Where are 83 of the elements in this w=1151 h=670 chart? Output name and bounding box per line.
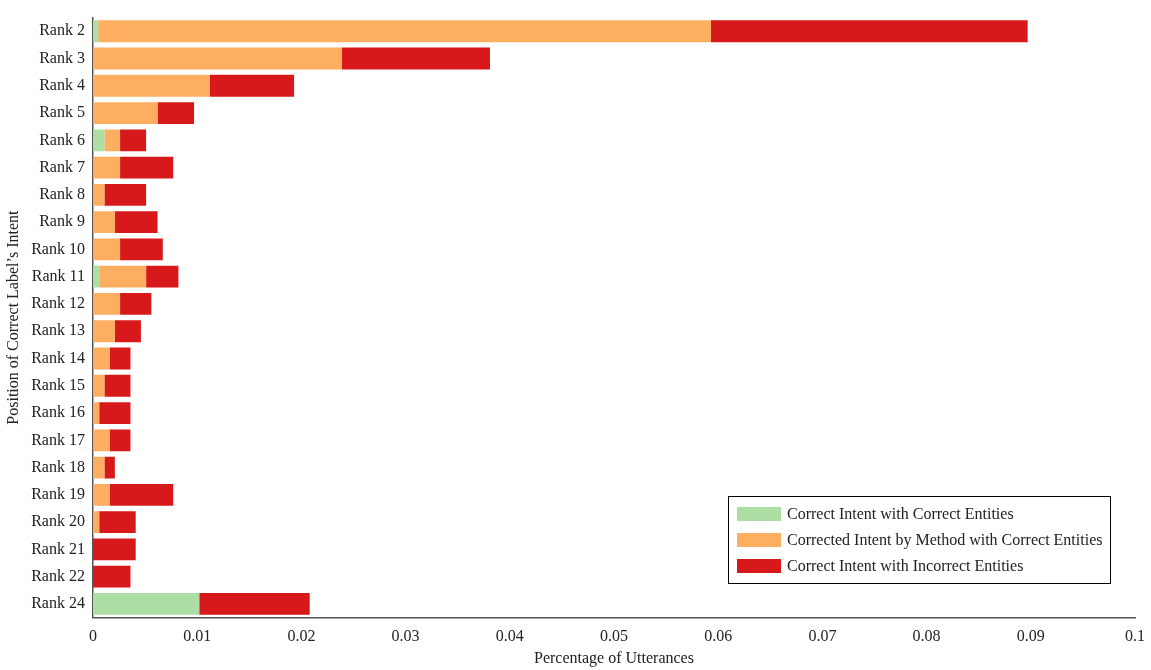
bar — [157, 102, 195, 124]
bar — [92, 20, 99, 43]
y-tick-label: Rank 11 — [31, 266, 85, 284]
x-tick-label: 0.06 — [704, 627, 733, 645]
y-tick-label: Rank 22 — [31, 566, 85, 584]
bar — [109, 429, 131, 452]
bar — [120, 129, 147, 152]
bar — [98, 20, 711, 43]
legend-label: Correct Intent with Incorrect Entities — [787, 556, 1024, 575]
y-tick-label: Rank 2 — [39, 21, 85, 39]
bar — [120, 293, 152, 315]
legend-label: Correct Intent with Correct Entities — [787, 504, 1014, 523]
bar — [99, 265, 147, 288]
x-tick-label: 0.1 — [1125, 627, 1145, 645]
x-tick-label: 0.07 — [808, 627, 837, 645]
bar — [109, 483, 174, 506]
x-tick-label: 0.08 — [912, 627, 941, 645]
y-tick-label: Rank 21 — [31, 539, 85, 557]
y-tick-label: Rank 17 — [31, 430, 85, 448]
y-tick-label: Rank 7 — [39, 157, 85, 175]
bar — [114, 211, 158, 234]
bar — [92, 593, 200, 615]
bar — [92, 429, 110, 452]
y-tick-label: Rank 8 — [39, 185, 85, 203]
y-tick-label: Rank 12 — [31, 294, 85, 312]
y-tick-label: Rank 19 — [31, 485, 85, 503]
bar — [92, 102, 158, 124]
y-tick-label: Rank 4 — [39, 75, 85, 93]
bar — [92, 374, 105, 397]
bar — [710, 20, 1028, 43]
y-tick-label: Rank 10 — [31, 239, 85, 257]
y-tick-label: Rank 6 — [39, 130, 85, 148]
bar — [92, 483, 110, 506]
bar — [146, 265, 179, 288]
bar — [92, 402, 100, 424]
bar — [92, 47, 343, 70]
y-tick-label: Rank 13 — [31, 321, 85, 339]
bar — [92, 538, 136, 561]
bar — [92, 265, 100, 288]
y-tick-label: Rank 14 — [31, 348, 85, 366]
bar — [92, 156, 121, 179]
bar — [92, 74, 210, 97]
y-tick-label: Rank 18 — [31, 457, 85, 475]
y-tick-label: Rank 15 — [31, 375, 85, 393]
bar — [92, 238, 121, 261]
bar — [99, 511, 136, 534]
bar — [92, 511, 100, 534]
bar — [199, 593, 310, 615]
bar — [209, 74, 295, 97]
bar — [104, 374, 131, 397]
bar — [92, 347, 110, 370]
x-tick-label: 0.04 — [495, 627, 524, 645]
y-tick-label: Rank 5 — [39, 103, 85, 121]
y-tick-label: Rank 9 — [39, 212, 85, 230]
bar — [92, 565, 131, 588]
bar — [104, 129, 121, 152]
bar — [92, 211, 115, 234]
x-tick-label: 0.03 — [391, 627, 420, 645]
x-tick-label: 0.01 — [183, 627, 212, 645]
y-tick-label: Rank 16 — [31, 403, 85, 421]
bar — [114, 320, 141, 343]
y-tick-label: Rank 24 — [31, 594, 85, 612]
bar — [92, 293, 121, 315]
bar — [342, 47, 490, 70]
y-tick-label: Rank 3 — [39, 48, 85, 66]
legend-label: Corrected Intent by Method with Correct Entities — [787, 530, 1103, 549]
bar — [92, 129, 105, 152]
bar — [92, 183, 105, 206]
bar — [120, 156, 174, 179]
bar — [109, 347, 131, 370]
x-tick-label: 0 — [88, 627, 97, 645]
bar — [92, 456, 105, 479]
x-tick-label: 0.02 — [287, 627, 316, 645]
x-tick-label: 0.09 — [1016, 627, 1045, 645]
bar — [104, 456, 115, 479]
y-tick-label: Rank 20 — [31, 512, 85, 530]
bar — [92, 320, 115, 343]
bar — [99, 402, 131, 424]
bar — [120, 238, 163, 261]
y-axis-title: Position of Correct Label’s Intent — [3, 209, 21, 425]
bar — [104, 183, 147, 206]
x-axis-title: Percentage of Utterances — [534, 648, 694, 667]
x-tick-label: 0.05 — [599, 627, 628, 645]
